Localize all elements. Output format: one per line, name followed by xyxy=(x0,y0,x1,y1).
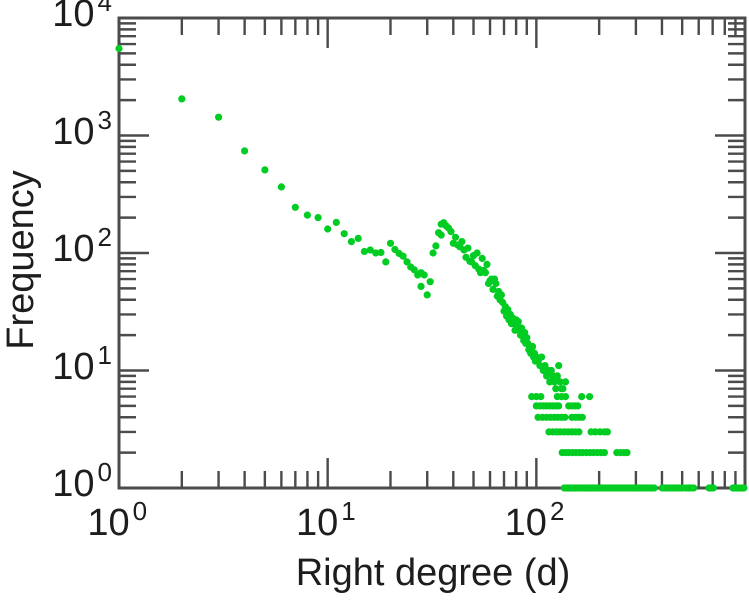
data-point xyxy=(574,402,582,410)
data-point xyxy=(386,239,395,247)
data-point xyxy=(399,252,407,260)
y-tick-label: 10 3 xyxy=(52,104,112,153)
data-point xyxy=(178,95,186,103)
data-point xyxy=(543,372,551,380)
x-tick-label: 10 0 xyxy=(87,496,148,544)
data-point xyxy=(464,244,472,252)
data-point xyxy=(473,249,481,257)
data-point xyxy=(382,258,390,266)
data-point xyxy=(514,318,522,326)
y-tick-label: 10 1 xyxy=(52,339,112,388)
data-point xyxy=(483,260,491,268)
data-point xyxy=(360,247,368,256)
data-point xyxy=(420,271,428,279)
x-tick-label: 10 1 xyxy=(295,496,356,544)
data-point xyxy=(555,402,563,410)
data-point xyxy=(437,231,445,239)
data-point xyxy=(578,413,586,421)
data-point xyxy=(547,366,555,375)
data-point xyxy=(324,225,332,233)
data-point xyxy=(447,228,455,236)
data-point xyxy=(261,166,269,174)
data-point xyxy=(478,254,486,262)
data-point xyxy=(561,393,570,401)
data-point xyxy=(559,385,567,393)
data-point xyxy=(497,291,505,299)
x-axis-title: Right degree (d) xyxy=(295,552,571,594)
data-point xyxy=(429,249,437,257)
data-point xyxy=(432,242,440,250)
scatter-points xyxy=(115,44,748,492)
y-tick-label: 10 4 xyxy=(52,0,112,35)
data-point xyxy=(403,258,411,266)
data-point xyxy=(417,282,425,290)
data-point xyxy=(537,393,545,401)
data-point xyxy=(555,362,563,370)
data-point xyxy=(578,393,586,401)
data-point xyxy=(561,413,569,421)
data-point xyxy=(650,484,658,492)
data-point xyxy=(481,269,489,277)
data-point xyxy=(709,484,717,492)
data-point xyxy=(451,233,460,241)
data-point xyxy=(523,334,531,342)
data-point xyxy=(740,484,748,492)
x-tick-label: 10 2 xyxy=(504,496,565,544)
data-point xyxy=(489,285,497,293)
data-point xyxy=(603,428,612,436)
data-point xyxy=(291,203,299,211)
data-point xyxy=(277,183,285,191)
data-point xyxy=(561,378,570,386)
data-point xyxy=(423,291,431,299)
y-tick-label: 10 0 xyxy=(52,457,112,505)
data-point xyxy=(340,230,348,238)
data-point xyxy=(600,449,609,457)
data-point xyxy=(426,278,434,286)
data-point xyxy=(492,279,500,288)
data-point xyxy=(550,378,559,386)
data-point xyxy=(377,248,385,257)
data-point xyxy=(556,378,564,386)
data-point xyxy=(553,372,561,380)
data-point xyxy=(332,218,340,226)
data-point xyxy=(366,246,374,254)
data-point xyxy=(354,234,362,242)
data-point xyxy=(623,449,631,457)
data-point xyxy=(347,238,355,246)
data-point xyxy=(586,393,594,401)
data-point xyxy=(115,44,123,53)
data-point xyxy=(215,113,223,121)
data-point xyxy=(410,266,418,274)
data-point xyxy=(241,147,249,155)
data-point xyxy=(458,238,466,246)
data-point xyxy=(303,211,311,219)
data-point xyxy=(690,484,698,492)
data-point xyxy=(529,342,537,351)
data-point xyxy=(538,353,546,361)
y-tick-label: 10 2 xyxy=(52,222,112,270)
data-point xyxy=(314,214,322,222)
data-point xyxy=(552,385,560,393)
data-point xyxy=(575,428,583,436)
